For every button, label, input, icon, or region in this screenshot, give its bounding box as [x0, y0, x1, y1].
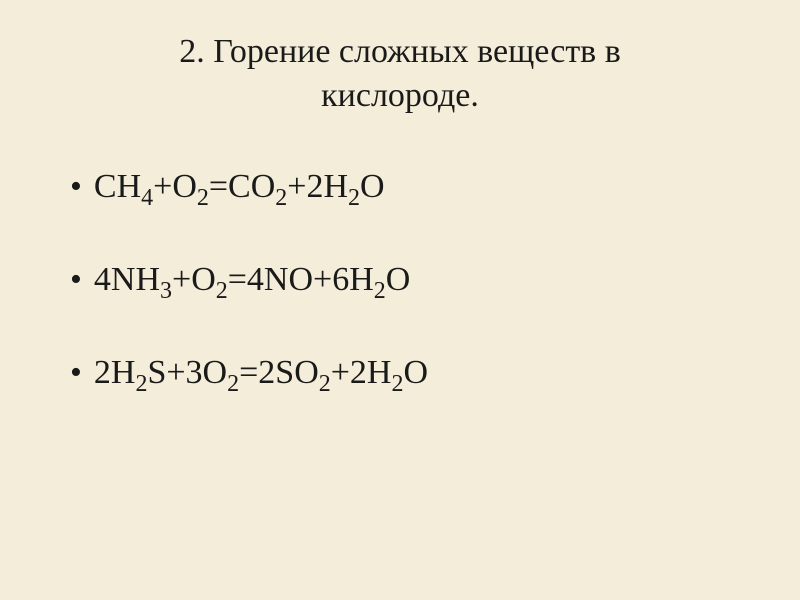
slide-title: 2. Горение сложных веществ в кислороде.: [50, 30, 750, 118]
equation-3: 2H2S+3O2=2SO2+2H2O: [94, 354, 428, 392]
bullet-icon: •: [70, 356, 82, 390]
title-line-2: кислороде.: [321, 77, 479, 114]
equation-row: • 4NH3+O2=4NO+6H2O: [70, 261, 750, 299]
equations-list: • CH4+O2=CO2+2H2O • 4NH3+O2=4NO+6H2O • 2…: [50, 168, 750, 392]
equation-2: 4NH3+O2=4NO+6H2O: [94, 261, 410, 299]
equation-1: CH4+O2=CO2+2H2O: [94, 168, 385, 206]
bullet-icon: •: [70, 170, 82, 204]
equation-row: • 2H2S+3O2=2SO2+2H2O: [70, 354, 750, 392]
bullet-icon: •: [70, 263, 82, 297]
equation-row: • CH4+O2=CO2+2H2O: [70, 168, 750, 206]
title-line-1: 2. Горение сложных веществ в: [179, 33, 621, 70]
